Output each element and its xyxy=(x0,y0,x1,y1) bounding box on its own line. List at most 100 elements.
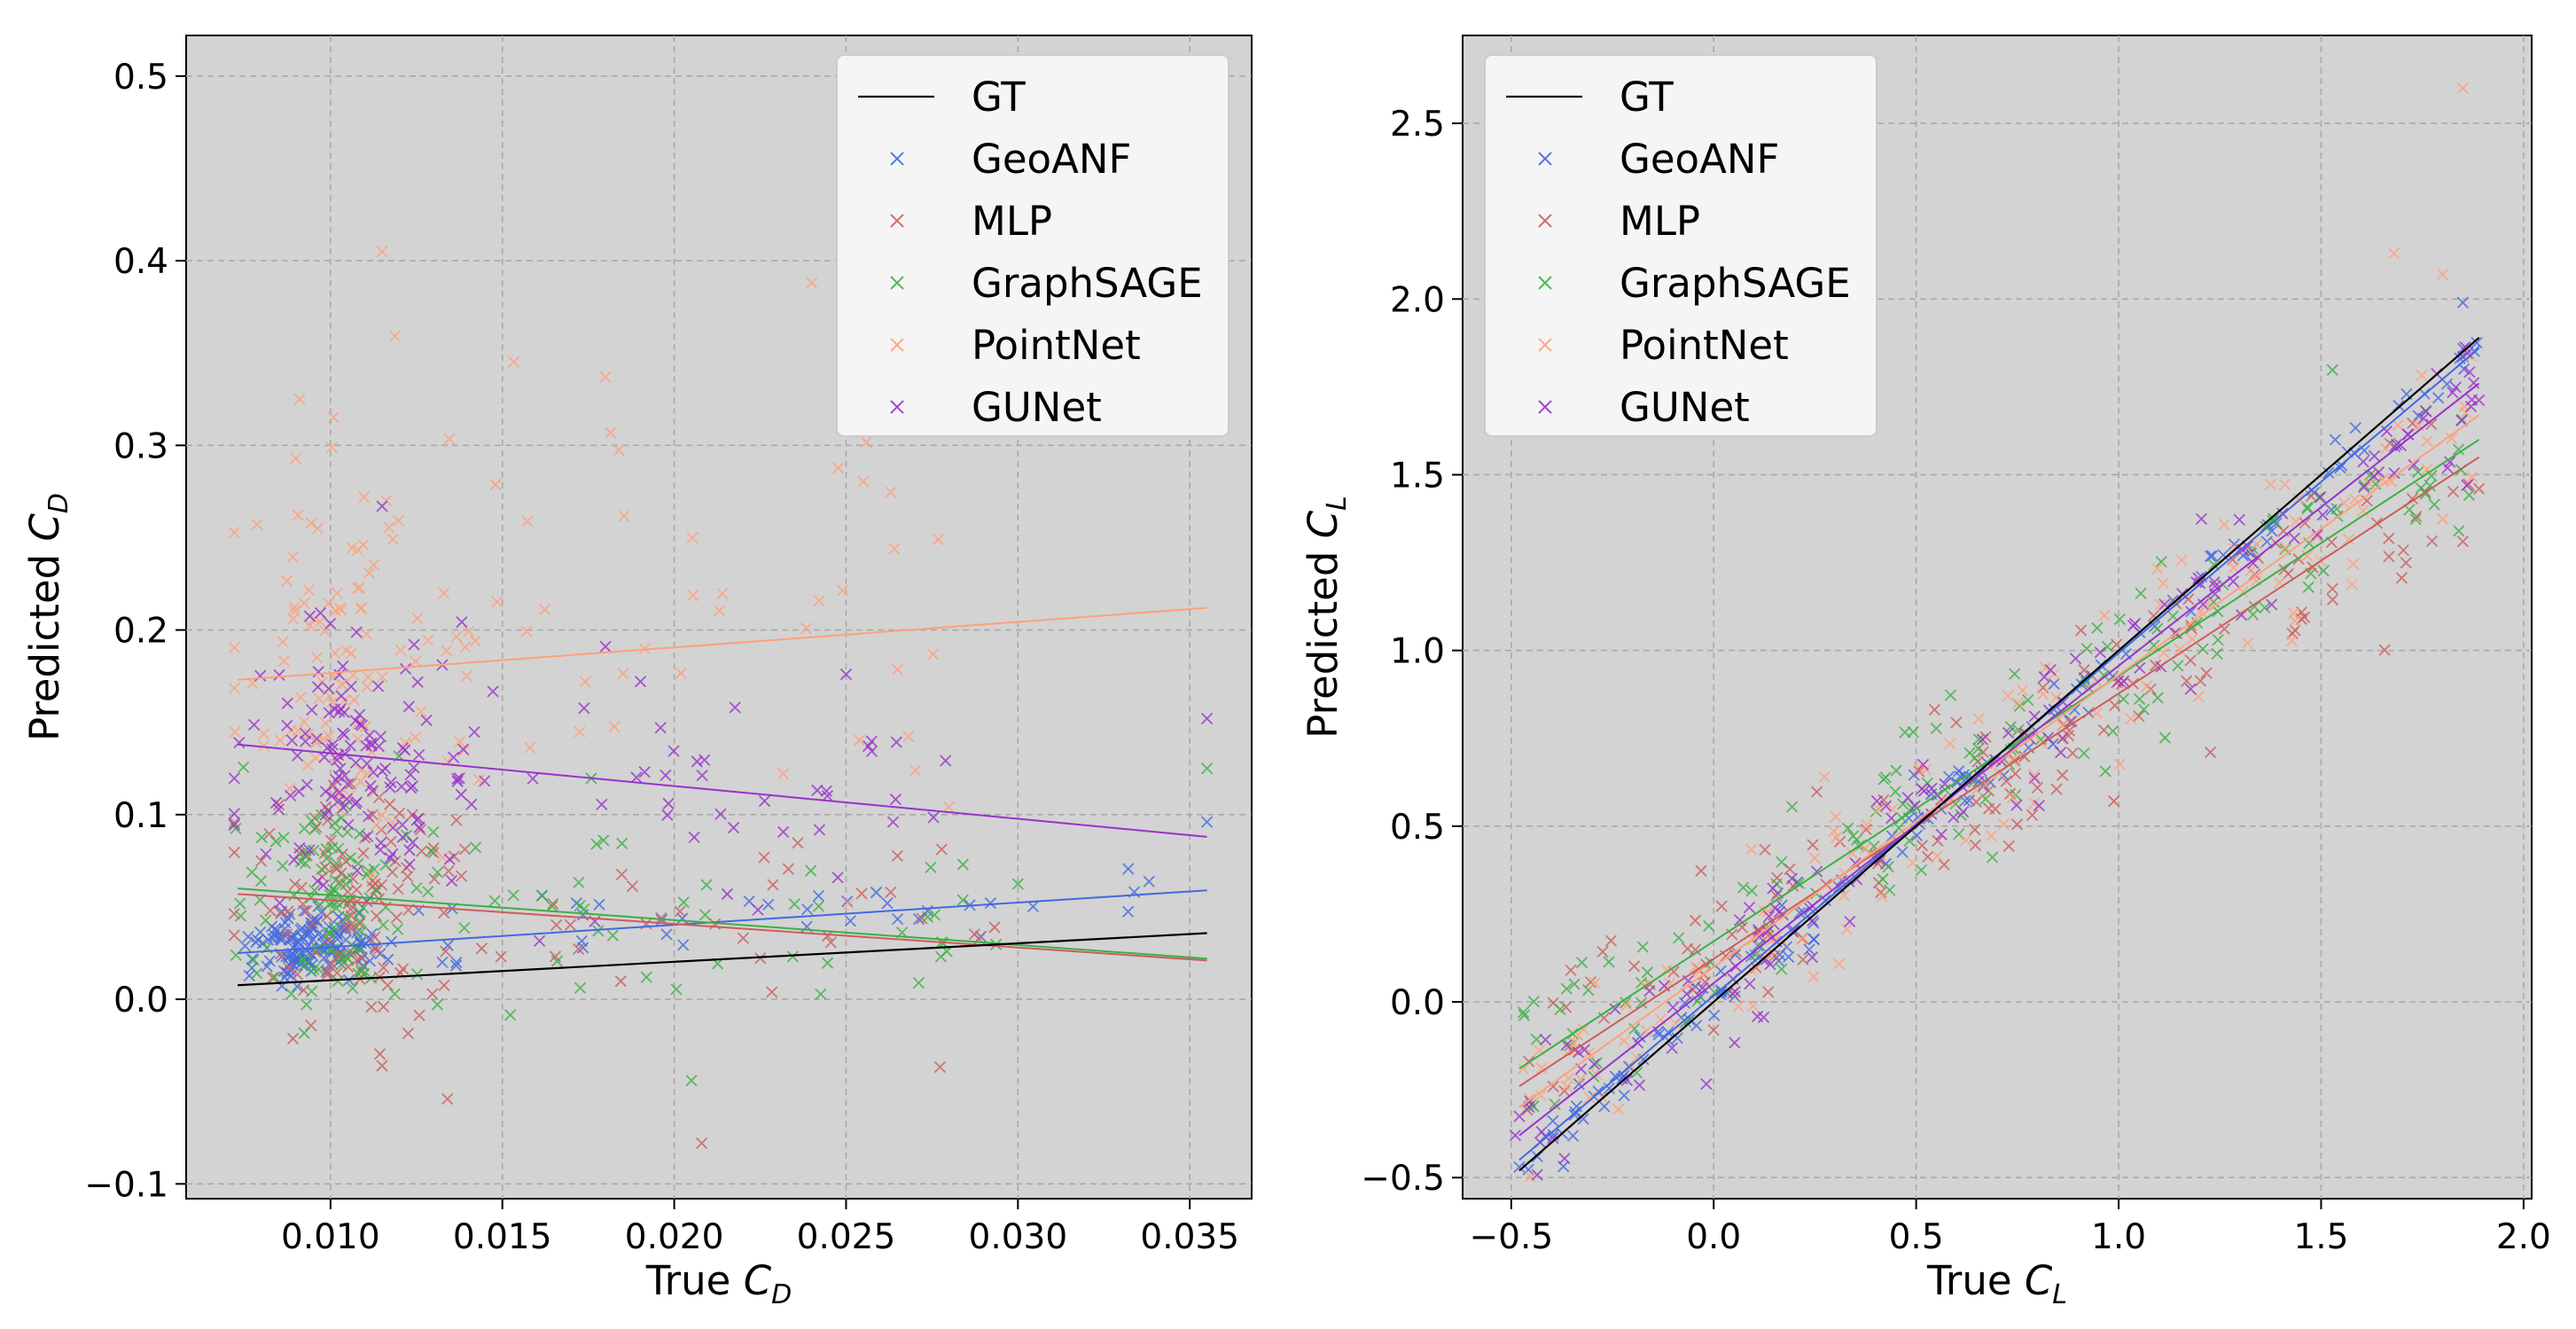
gunet-point xyxy=(1761,926,1774,938)
gunet-point xyxy=(335,690,347,702)
legend-item-gunet: GUNet xyxy=(1538,384,1750,431)
graphsage-point xyxy=(1628,1022,1641,1036)
mlp-point xyxy=(371,910,383,922)
graphsage-point xyxy=(606,929,619,942)
gunet-point xyxy=(1729,1036,1741,1049)
geoanf-point xyxy=(912,913,925,926)
pointnet-point xyxy=(1795,933,1807,945)
pointnet-point xyxy=(277,636,289,648)
pointnet-point xyxy=(2140,680,2153,692)
left-y-axis-label: Predicted CD xyxy=(21,493,74,741)
pointnet-point xyxy=(257,728,270,740)
pointnet-point xyxy=(777,768,790,780)
mlp-point xyxy=(1982,785,1994,797)
gunet-point xyxy=(247,718,261,731)
mlp-point xyxy=(371,944,383,958)
graphsage-point xyxy=(2424,480,2436,492)
mlp-point xyxy=(547,897,559,911)
graphsage-point xyxy=(298,1027,310,1040)
geoanf-point xyxy=(286,941,300,953)
pointnet-point xyxy=(1561,1080,1573,1093)
mlp-point xyxy=(263,827,276,840)
graphsage-point xyxy=(331,896,343,909)
graphsage-point xyxy=(324,926,336,940)
mlp-point xyxy=(2184,654,2197,667)
gunet-point xyxy=(691,755,704,768)
pointnet-point xyxy=(323,730,335,743)
pointnet-point xyxy=(1689,961,1702,973)
mlp-point xyxy=(2062,730,2075,742)
pointnet-point xyxy=(2421,463,2433,475)
mlp-point xyxy=(402,1028,415,1040)
gunet-point xyxy=(811,784,824,797)
gunet-point xyxy=(1767,882,1779,895)
gunet-point xyxy=(420,714,433,727)
graphsage-point xyxy=(330,874,342,887)
gunet-point xyxy=(831,872,844,884)
gunet-point xyxy=(311,681,324,693)
graphsage-point xyxy=(2313,491,2325,504)
gunet-point xyxy=(386,821,399,834)
mlp-point xyxy=(2002,840,2015,853)
pointnet-point xyxy=(463,625,475,637)
gunet-point xyxy=(396,818,409,831)
graphsage-point xyxy=(2409,513,2422,526)
gunet-point xyxy=(1806,951,1819,964)
graphsage-point xyxy=(353,906,366,919)
pointnet-point xyxy=(1944,738,1956,750)
graphsage-point xyxy=(1786,801,1799,813)
mlp-point xyxy=(392,883,404,895)
pointnet-point xyxy=(355,602,367,615)
pointnet-point xyxy=(363,567,376,579)
mlp-point xyxy=(2361,495,2373,507)
geoanf-point xyxy=(844,915,856,927)
gunet-point xyxy=(403,844,416,856)
mlp-fit-line xyxy=(1518,456,2480,1087)
gunet-point xyxy=(349,756,363,769)
legend-label: PointNet xyxy=(972,322,1141,369)
mlp-point xyxy=(390,911,403,924)
graphsage-point xyxy=(700,879,713,891)
graphsage-point xyxy=(251,967,263,980)
left-y-ticks: −0.1 0.0 0.1 0.2 0.3 0.4 0.5 xyxy=(84,58,186,1205)
pointnet-point xyxy=(2016,684,2029,697)
mlp-point xyxy=(626,880,639,893)
pointnet-point xyxy=(298,597,310,609)
graphsage-point xyxy=(331,825,343,838)
pointnet-fit-line xyxy=(1518,414,2480,1108)
legend-label: MLP xyxy=(972,198,1052,245)
graphsage-point xyxy=(410,968,424,981)
pointnet-point xyxy=(302,728,316,740)
pointnet-point xyxy=(383,521,395,534)
gunet-point xyxy=(1773,905,1786,919)
gunet-point xyxy=(667,745,680,757)
graphsage-point xyxy=(1841,822,1854,835)
gunet-point xyxy=(324,617,337,629)
geoanf-point xyxy=(1598,1100,1611,1113)
graphsage-point xyxy=(277,859,289,872)
geoanf-point xyxy=(1908,769,1920,781)
mlp-point xyxy=(2065,715,2078,728)
pointnet-point xyxy=(2028,769,2041,781)
gunet-point xyxy=(365,739,378,752)
graphsage-point xyxy=(316,863,328,876)
mlp-point xyxy=(1715,900,1728,912)
geoanf-point xyxy=(1513,1161,1526,1173)
graphsage-point xyxy=(2172,660,2184,672)
graphsage-point xyxy=(2133,692,2146,706)
mlp-point xyxy=(614,975,627,988)
mlp-point xyxy=(426,988,439,1000)
mlp-point xyxy=(389,855,402,867)
gunet-point xyxy=(1744,978,1756,990)
geoanf-point xyxy=(2432,392,2445,404)
mlp-point xyxy=(441,1092,454,1106)
mlp-point xyxy=(1797,953,1809,966)
mlp-point xyxy=(674,905,686,918)
gt-line xyxy=(1518,337,2480,1172)
mlp-point xyxy=(1762,986,1775,998)
geoanf-point xyxy=(1953,765,1965,778)
geoanf-point xyxy=(254,926,267,939)
pointnet-point xyxy=(2011,697,2024,709)
pointnet-point xyxy=(2157,577,2169,590)
pointnet-point xyxy=(1620,999,1633,1012)
